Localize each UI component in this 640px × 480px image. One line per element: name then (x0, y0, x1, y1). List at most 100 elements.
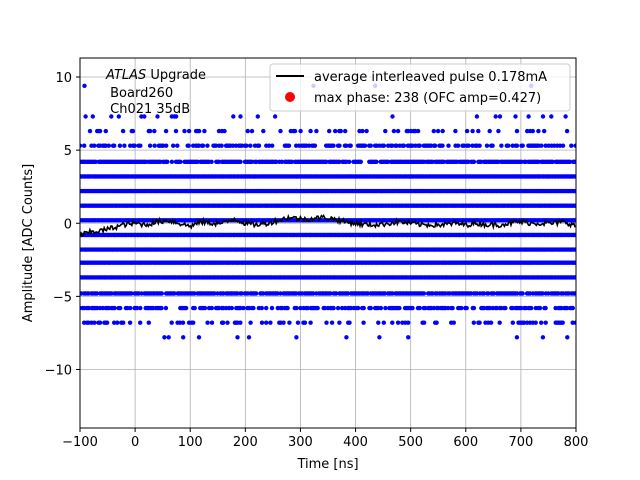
sample-point (112, 143, 117, 148)
sample-point (162, 335, 167, 340)
sample-point (376, 320, 381, 325)
sample-point (355, 305, 361, 311)
sample-point (493, 114, 498, 119)
sample-point (115, 320, 120, 325)
sample-point (104, 320, 110, 325)
sample-point (192, 305, 197, 311)
sample-point (431, 305, 436, 311)
sample-point (278, 128, 283, 134)
sample-point (147, 128, 153, 134)
sample-point (94, 291, 100, 296)
y-tick-label: 5 (64, 144, 72, 159)
sample-point (564, 128, 570, 134)
sample-point (183, 305, 189, 311)
sample-point (563, 114, 568, 119)
y-tick-label: −10 (45, 364, 72, 379)
sample-point (272, 114, 278, 119)
sample-point (261, 128, 266, 134)
sample-point (391, 128, 397, 134)
sample-point (186, 143, 191, 148)
sample-point (127, 320, 133, 325)
sample-point (421, 320, 427, 325)
sample-point (358, 159, 363, 164)
sample-point (497, 320, 502, 325)
sample-point (434, 320, 439, 325)
sample-point (335, 305, 341, 311)
x-tick-label: 300 (288, 435, 313, 450)
sample-point (573, 275, 576, 280)
legend-entry-max-phase: max phase: 238 (OFC amp=0.427) (314, 91, 541, 106)
board-label: Board260 (106, 86, 173, 101)
sample-point (453, 128, 458, 134)
sample-point (314, 128, 319, 134)
sample-point (172, 291, 177, 296)
sample-point (368, 305, 373, 311)
sample-point (526, 114, 531, 119)
sample-point (134, 305, 140, 311)
sample-point (186, 128, 192, 134)
sample-point (246, 335, 252, 340)
sample-point (484, 143, 490, 148)
sample-point (401, 143, 407, 148)
sample-point (481, 291, 487, 296)
sample-point (417, 143, 422, 148)
sample-point (82, 83, 87, 89)
sample-point (514, 335, 520, 340)
sample-point (256, 143, 262, 148)
legend: average interleaved pulse 0.178mA max ph… (269, 63, 571, 112)
sample-point (231, 114, 236, 119)
sample-point (477, 320, 482, 325)
sample-point (377, 335, 382, 340)
average-pulse-layer (80, 213, 576, 237)
sample-point (496, 128, 501, 134)
sample-point (324, 320, 329, 325)
sample-point (466, 143, 471, 148)
sample-point (573, 247, 576, 252)
atlas-label: ATLAS Upgrade (105, 68, 206, 83)
sample-point (423, 305, 428, 311)
sample-point (213, 143, 219, 148)
sample-point (103, 128, 109, 134)
sample-point (514, 143, 520, 148)
sample-point (539, 320, 544, 325)
sample-point (255, 114, 260, 119)
sample-point (169, 320, 174, 325)
sample-point (238, 305, 243, 311)
sample-point (364, 128, 369, 134)
sample-point (132, 143, 137, 148)
legend-entry-average-pulse: average interleaved pulse 0.178mA (314, 70, 547, 85)
sample-point (238, 114, 243, 119)
sample-point (175, 143, 180, 148)
sample-point (542, 128, 547, 134)
x-axis-label: Time [ns] (296, 457, 358, 472)
sample-point (241, 305, 246, 311)
x-tick-label: 200 (233, 435, 258, 450)
x-tick-label: 100 (178, 435, 203, 450)
sample-point (539, 143, 544, 148)
sample-point (155, 114, 160, 119)
sample-point (520, 143, 525, 148)
sample-point (394, 143, 399, 148)
sample-point (109, 114, 114, 119)
sample-point (368, 143, 373, 148)
sample-point (196, 128, 202, 134)
sample-point (481, 305, 487, 311)
sample-point (191, 320, 196, 325)
sample-point (308, 128, 313, 134)
sample-point (163, 128, 169, 134)
sample-point (121, 320, 126, 325)
sample-point (270, 143, 275, 148)
sample-point (433, 143, 438, 148)
sample-point (510, 320, 515, 325)
sample-point (331, 305, 336, 311)
sample-point (146, 320, 151, 325)
sample-point (477, 143, 482, 148)
sample-point (173, 128, 179, 134)
sample-point (537, 305, 543, 311)
sample-point (459, 305, 464, 311)
sample-point (295, 320, 301, 325)
sample-point (543, 305, 548, 311)
sample-point (397, 305, 402, 311)
sample-point (97, 320, 103, 325)
x-tick-label: 800 (564, 435, 589, 450)
